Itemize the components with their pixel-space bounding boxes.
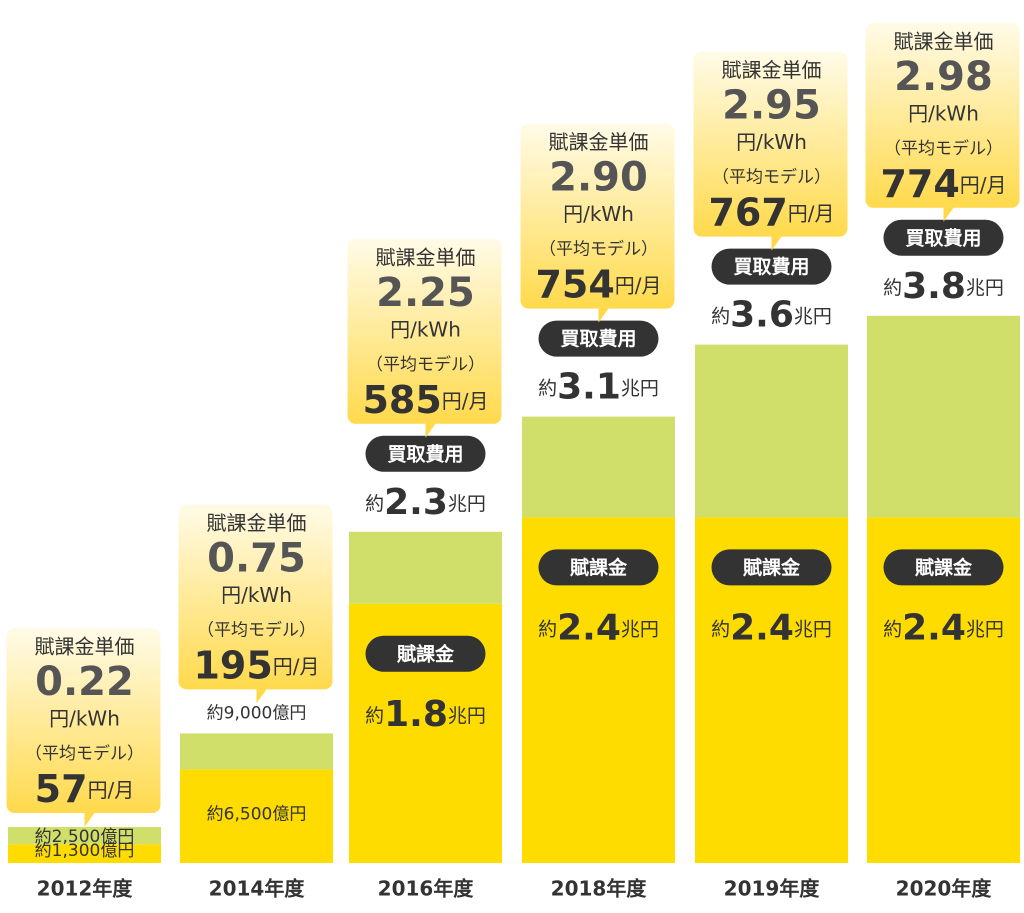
total-label: 約3.6兆円: [711, 295, 832, 336]
callout-model: （平均モデル）: [884, 138, 1003, 159]
series-badge-label: 賦課金: [742, 556, 801, 579]
value-label: 約1.8兆円: [365, 694, 486, 735]
callout-unit: 円/kWh: [390, 317, 461, 341]
series-badge: [365, 635, 486, 672]
callout-box: [347, 238, 502, 438]
callout-unit: 円/kWh: [908, 101, 979, 125]
series-badge: [711, 549, 832, 586]
callout-title: 賦課金単価: [894, 29, 994, 53]
value-label: 約2.4兆円: [883, 607, 1004, 648]
total-badge-label: 買取費用: [387, 442, 463, 465]
callout-box: [693, 51, 848, 251]
callout-unit: 円/kWh: [221, 583, 292, 607]
callout-price: 2.95: [722, 83, 821, 129]
series-badge: [538, 549, 659, 586]
callout-box: [6, 628, 161, 827]
total-badge: [365, 435, 486, 472]
x-tick-label: 2012年度: [37, 877, 134, 901]
series-badge: [883, 549, 1004, 586]
callout-model: （平均モデル）: [366, 354, 485, 375]
callout-title: 賦課金単価: [376, 245, 476, 269]
callout-title: 賦課金単価: [207, 511, 307, 535]
x-tick-label: 2016年度: [378, 877, 475, 901]
total-label: 約3.8兆円: [883, 266, 1004, 307]
callout-monthly: 754円/月: [535, 262, 661, 306]
total-badge-label: 買取費用: [560, 327, 636, 350]
value-label: 約1,300億円: [35, 841, 135, 861]
series-badge-label: 賦課金: [396, 642, 455, 665]
x-tick-label: 2018年度: [551, 877, 648, 901]
bar-segment: [8, 827, 161, 845]
total-label: 約2,500億円: [35, 827, 135, 847]
callout-price: 2.90: [549, 155, 648, 201]
bar-segment: [695, 344, 848, 518]
callout-monthly: 774円/月: [880, 161, 1006, 205]
total-badge: [883, 219, 1004, 256]
callout-price: 2.25: [376, 270, 475, 316]
callout-model: （平均モデル）: [197, 619, 316, 640]
total-label: 約3.1兆円: [538, 367, 659, 408]
total-badge-label: 買取費用: [733, 255, 809, 278]
total-badge-label: 買取費用: [905, 226, 981, 249]
callout-box: [865, 22, 1020, 222]
bar-segment: [180, 769, 333, 863]
callout-title: 賦課金単価: [722, 58, 822, 82]
callout-monthly: 195円/月: [193, 643, 319, 687]
callout-price: 2.98: [894, 54, 993, 100]
bar-segment: [8, 844, 161, 863]
callout-monthly: 767円/月: [708, 190, 834, 234]
callout-unit: 円/kWh: [49, 707, 120, 731]
value-label: 約2.4兆円: [538, 607, 659, 648]
bar-segment: [349, 531, 502, 604]
series-badge-label: 賦課金: [569, 556, 628, 579]
callout-title: 賦課金単価: [35, 635, 135, 659]
total-badge: [538, 320, 659, 357]
callout-title: 賦課金単価: [549, 130, 649, 154]
total-label: 約2.3兆円: [365, 482, 486, 523]
callout-box: [520, 123, 675, 323]
total-badge: [711, 248, 832, 285]
callout-model: （平均モデル）: [539, 239, 658, 260]
total-label: 約9,000億円: [207, 703, 307, 723]
callout-price: 0.75: [207, 535, 306, 581]
callout-unit: 円/kWh: [563, 202, 634, 226]
callout-monthly: 57円/月: [35, 767, 135, 811]
series-badge-label: 賦課金: [914, 556, 973, 579]
callout-price: 0.22: [35, 659, 134, 705]
callout-model: （平均モデル）: [25, 743, 144, 764]
callout-model: （平均モデル）: [712, 167, 831, 188]
x-tick-label: 2019年度: [724, 877, 821, 901]
callout-box: [178, 504, 333, 704]
value-label: 約6,500億円: [207, 804, 307, 824]
x-tick-label: 2014年度: [209, 877, 306, 901]
bar-segment: [867, 315, 1020, 518]
bar-segment: [180, 733, 333, 770]
callout-monthly: 585円/月: [362, 377, 488, 421]
x-tick-label: 2020年度: [896, 877, 993, 901]
bar-segment: [522, 416, 675, 518]
value-label: 約2.4兆円: [711, 607, 832, 648]
callout-unit: 円/kWh: [736, 130, 807, 154]
